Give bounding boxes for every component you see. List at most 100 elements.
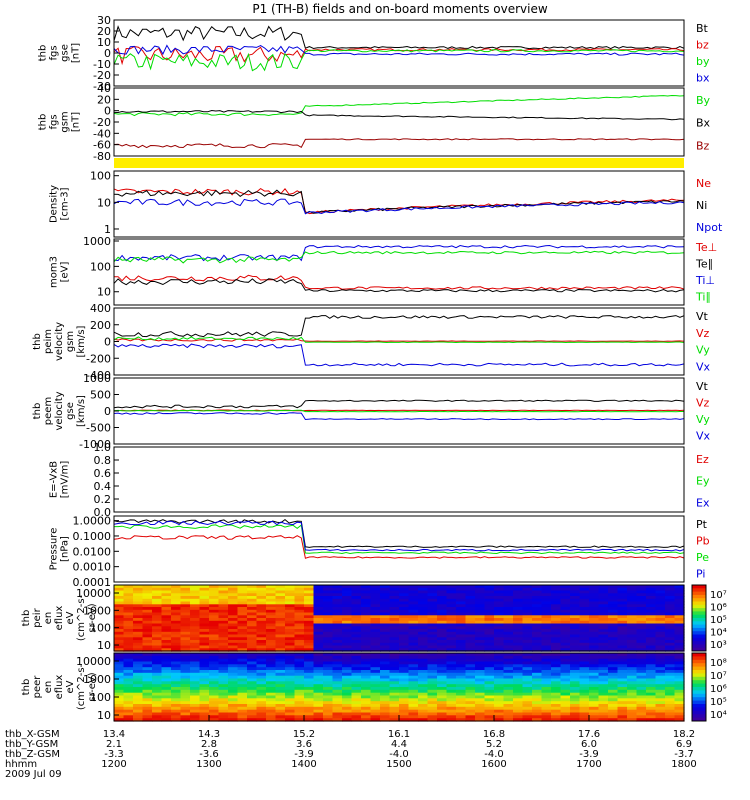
legend-entry: Vy: [696, 413, 710, 426]
heatmap-cell: [142, 712, 153, 716]
colorbar-segment: [692, 594, 706, 599]
footer-value: 15.2: [293, 729, 315, 740]
legend-entry: Ey: [696, 475, 710, 488]
heatmap-cell: [655, 648, 666, 652]
heatmap-cell: [551, 687, 562, 691]
heatmap-cell: [285, 706, 296, 711]
heatmap-cell: [313, 712, 324, 716]
heatmap-cell: [522, 596, 533, 600]
heatmap-cell: [123, 684, 134, 688]
heatmap-cell: [304, 670, 315, 674]
heatmap-cell: [598, 695, 609, 699]
heatmap-cell: [608, 653, 619, 657]
heatmap-cell: [418, 634, 429, 638]
heatmap-cell: [399, 653, 410, 657]
heatmap-cell: [294, 620, 305, 625]
heatmap-cell: [380, 598, 391, 603]
heatmap-cell: [256, 704, 267, 708]
footer-value: -3.7: [674, 749, 694, 760]
heatmap-cell: [237, 604, 248, 608]
heatmap-cell: [380, 634, 391, 638]
heatmap-cell: [380, 670, 391, 674]
heatmap-cell: [627, 634, 638, 638]
heatmap-cell: [636, 637, 647, 641]
heatmap-cell: [665, 709, 676, 714]
heatmap-cell: [275, 604, 286, 608]
heatmap-cell: [142, 684, 153, 688]
heatmap-cell: [579, 658, 590, 663]
y-tick-label: 10000: [76, 587, 111, 600]
heatmap-cell: [389, 598, 400, 603]
heatmap-cell: [399, 715, 410, 719]
heatmap-cell: [560, 655, 571, 660]
heatmap-cell: [171, 715, 182, 719]
heatmap-cell: [313, 637, 324, 641]
series-line-Vx: [113, 343, 685, 367]
heatmap-cell: [494, 661, 505, 665]
heatmap-cell: [475, 692, 486, 697]
heatmap-cell: [370, 687, 381, 691]
heatmap-cell: [617, 601, 628, 605]
heatmap-cell: [579, 629, 590, 633]
heatmap-cell: [142, 675, 153, 680]
heatmap-cell: [351, 642, 362, 647]
heatmap-cell: [133, 695, 144, 699]
heatmap-cell: [389, 653, 400, 657]
heatmap-cell: [522, 585, 533, 589]
heatmap-cell: [123, 687, 134, 691]
heatmap-cell: [237, 596, 248, 600]
heatmap-cell: [589, 629, 600, 633]
heatmap-cell: [332, 645, 343, 649]
heatmap-cell: [503, 681, 514, 685]
heatmap-cell: [541, 670, 552, 674]
heatmap-cell: [370, 653, 381, 657]
series-line-Vz: [113, 338, 685, 342]
heatmap-cell: [608, 704, 619, 708]
heatmap-cell: [209, 587, 220, 592]
heatmap-cell: [237, 706, 248, 711]
heatmap-cell: [161, 642, 172, 647]
heatmap-cell: [589, 596, 600, 600]
heatmap-cell: [532, 585, 543, 589]
heatmap-cell: [579, 684, 590, 688]
heatmap-cell: [180, 631, 191, 636]
heatmap-cell: [541, 675, 552, 680]
heatmap-cell: [285, 598, 296, 603]
heatmap-cell: [427, 689, 438, 694]
heatmap-cell: [342, 593, 353, 597]
y-tick-label: -60: [93, 139, 111, 152]
heatmap-cell: [665, 609, 676, 614]
heatmap-cell: [570, 585, 581, 589]
heatmap-cell: [665, 598, 676, 603]
heatmap-cell: [294, 712, 305, 716]
heatmap-cell: [408, 596, 419, 600]
heatmap-cell: [266, 709, 277, 714]
y-tick-label: 1000: [83, 235, 111, 248]
heatmap-cell: [209, 645, 220, 649]
heatmap-cell: [551, 715, 562, 719]
heatmap-cell: [199, 590, 210, 594]
heatmap-cell: [560, 698, 571, 702]
heatmap-cell: [218, 604, 229, 608]
heatmap-cell: [142, 640, 153, 644]
heatmap-cell: [456, 664, 467, 668]
heatmap-cell: [674, 590, 685, 594]
heatmap-cell: [560, 695, 571, 699]
heatmap-cell: [142, 615, 153, 619]
heatmap-cell: [579, 612, 590, 616]
heatmap-cell: [475, 601, 486, 605]
heatmap-cell: [665, 658, 676, 663]
heatmap-cell: [209, 712, 220, 716]
heatmap-cell: [114, 623, 125, 627]
heatmap-cell: [655, 609, 666, 614]
heatmap-cell: [294, 667, 305, 671]
heatmap-cell: [437, 623, 448, 627]
heatmap-cell: [228, 648, 239, 652]
heatmap-cell: [218, 640, 229, 644]
heatmap-cell: [190, 706, 201, 711]
heatmap-cell: [237, 658, 248, 663]
heatmap-cell: [237, 609, 248, 614]
heatmap-cell: [456, 706, 467, 711]
heatmap-cell: [152, 618, 163, 622]
heatmap-cell: [370, 640, 381, 644]
